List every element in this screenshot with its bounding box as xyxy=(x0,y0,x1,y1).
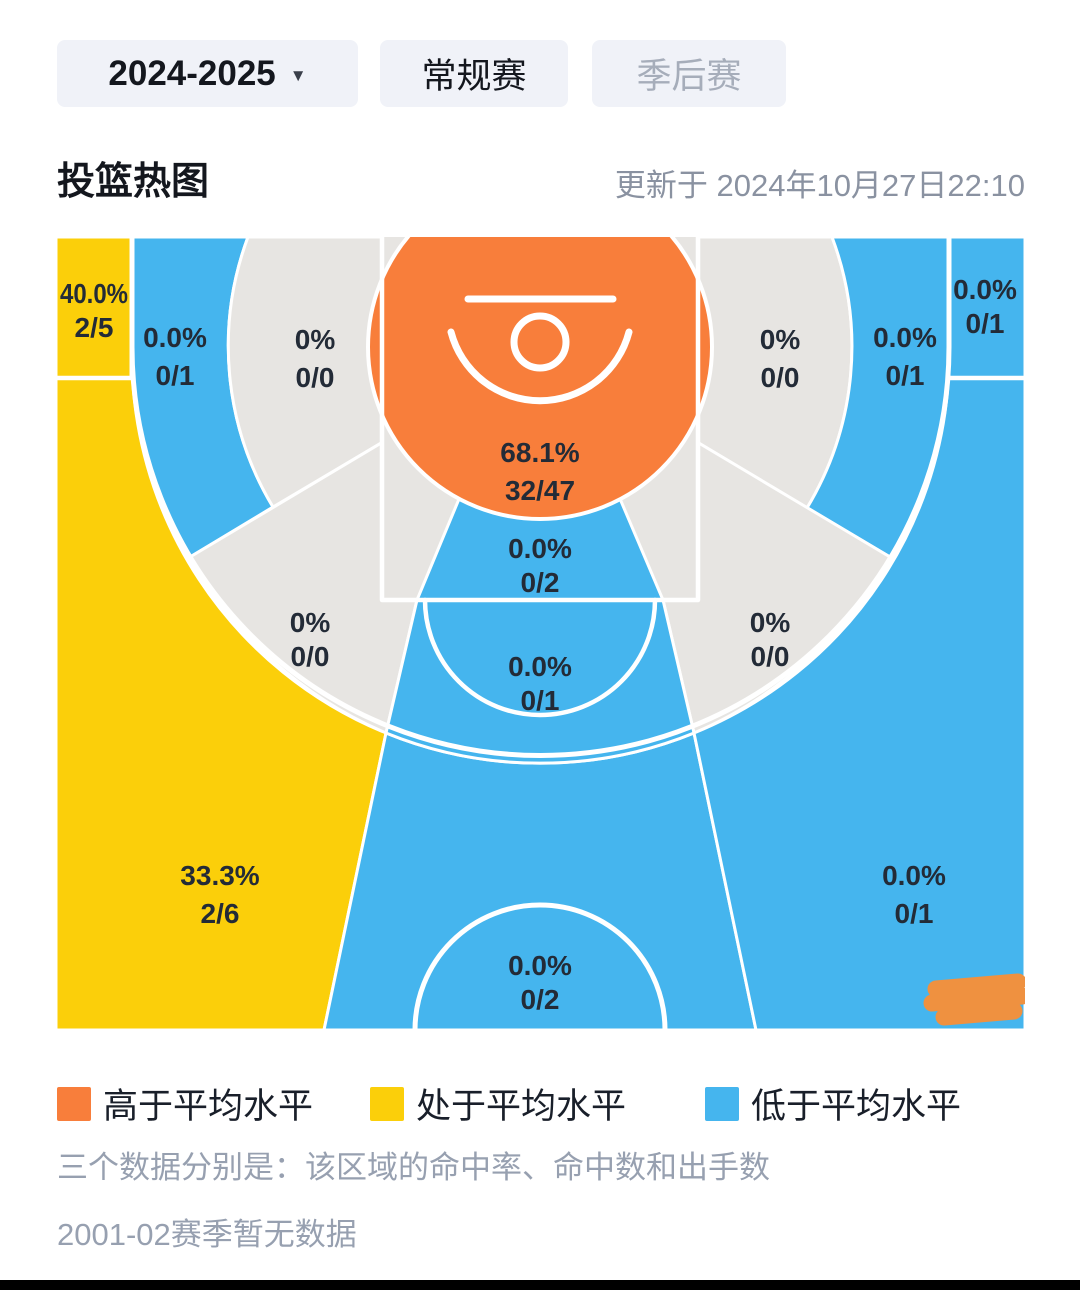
legend-swatch-average xyxy=(370,1086,404,1121)
tab-regular-season-label: 常规赛 xyxy=(421,57,527,96)
zone-free-throw-area xyxy=(384,598,696,765)
zone-label: 0.0% xyxy=(508,950,572,981)
marker-scribble-annotation xyxy=(923,973,1025,1026)
zone-label: 0% xyxy=(290,607,331,638)
zone-label: 0/0 xyxy=(751,641,790,672)
zone-label: 2/5 xyxy=(75,312,114,343)
chevron-down-icon: ▼ xyxy=(289,65,307,85)
zone-label: 68.1% xyxy=(500,437,579,468)
zone-label: 0.0% xyxy=(873,322,937,353)
zone-label: 0.0% xyxy=(882,860,946,891)
system-bottom-bar xyxy=(0,1280,1080,1290)
zone-label: 0.0% xyxy=(508,651,572,682)
legend-label: 高于平均水平 xyxy=(103,1087,314,1126)
zone-label: 0/0 xyxy=(296,362,335,393)
tab-playoffs[interactable]: 季后赛 xyxy=(592,40,786,107)
tab-playoffs-label: 季后赛 xyxy=(636,57,742,96)
zone-label: 0.0% xyxy=(953,274,1017,305)
zone-label: 32/47 xyxy=(505,475,575,506)
legend-item-above: 高于平均水平 xyxy=(57,1078,313,1129)
zone-labels: 40.0% 2/5 0.0% 0/1 0% 0/0 68.1% 32/47 0.… xyxy=(60,274,1017,1015)
zone-label: 0/1 xyxy=(895,898,934,929)
zone-label: 0/2 xyxy=(521,567,560,598)
legend-item-below: 低于平均水平 xyxy=(705,1078,961,1129)
zone-label: 0/0 xyxy=(761,362,800,393)
zone-label: 40.0% xyxy=(60,278,128,309)
zone-label: 0% xyxy=(760,324,801,355)
zone-label: 0.0% xyxy=(508,533,572,564)
tab-regular-season[interactable]: 常规赛 xyxy=(380,40,568,107)
zone-label: 0.0% xyxy=(143,322,207,353)
legend-swatch-below xyxy=(705,1086,739,1121)
basket-rim-icon xyxy=(447,295,633,405)
season-selector[interactable]: 2024-2025 ▼ xyxy=(57,40,358,107)
zone-label: 0/1 xyxy=(886,360,925,391)
court-lines xyxy=(56,237,1025,1030)
page-title: 投篮热图 xyxy=(57,161,210,203)
legend-label: 处于平均水平 xyxy=(416,1087,627,1126)
zone-label: 0/0 xyxy=(291,641,330,672)
zone-label: 2/6 xyxy=(201,898,240,929)
legend-item-average: 处于平均水平 xyxy=(370,1078,626,1129)
zone-label: 0/2 xyxy=(521,984,560,1015)
zone-label: 0/1 xyxy=(156,360,195,391)
zone-label: 0/1 xyxy=(966,308,1005,339)
legend-label: 低于平均水平 xyxy=(751,1087,962,1126)
no-data-note: 2001-02赛季暂无数据 xyxy=(57,1217,357,1252)
season-selector-label: 2024-2025 xyxy=(108,53,276,93)
zone-label: 0% xyxy=(295,324,336,355)
shot-chart: 40.0% 2/5 0.0% 0/1 0% 0/0 68.1% 32/47 0.… xyxy=(56,237,1025,1030)
legend-swatch-above xyxy=(57,1086,91,1121)
updated-timestamp: 更新于 2024年10月27日22:10 xyxy=(614,168,1025,203)
zone-restricted-area xyxy=(366,237,714,521)
zone-label: 0/1 xyxy=(521,685,560,716)
metrics-explanation: 三个数据分别是：该区域的命中率、命中数和出手数 xyxy=(57,1150,770,1185)
zone-label: 0% xyxy=(750,607,791,638)
zone-label: 33.3% xyxy=(180,860,259,891)
